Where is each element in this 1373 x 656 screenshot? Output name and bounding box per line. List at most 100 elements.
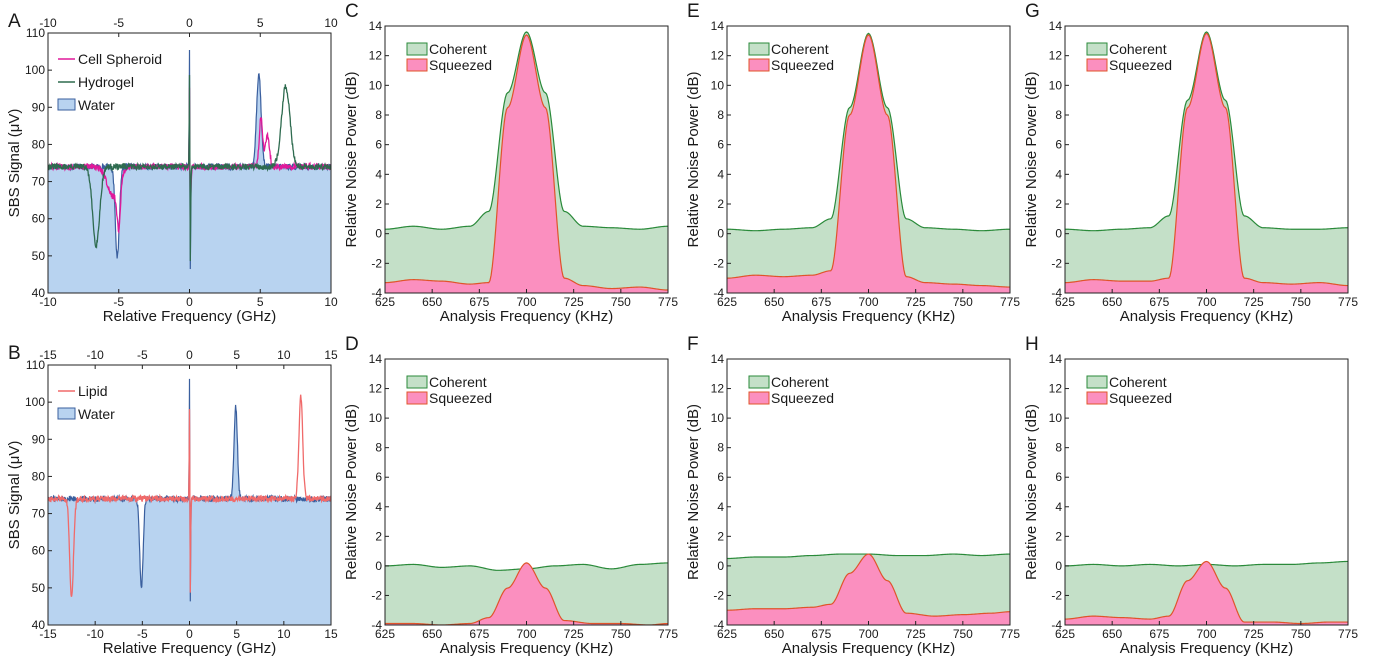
x-tick-label: 775 (1338, 295, 1358, 309)
x-tick-label: 700 (516, 295, 536, 309)
y-tick-label: 0 (717, 227, 724, 241)
y-tick-label: 6 (375, 470, 382, 484)
y-tick-label: 8 (717, 441, 724, 455)
y-tick-label: -4 (1051, 618, 1062, 632)
legend-swatch (1086, 58, 1108, 72)
y-tick-label: 0 (717, 559, 724, 573)
x-tick-label: 675 (811, 627, 831, 641)
y-tick-label: 6 (1055, 138, 1062, 152)
series-area-squeezed (385, 562, 668, 625)
top-x-tick-label: 5 (257, 16, 264, 30)
y-tick-label: -4 (1051, 286, 1062, 300)
y-tick-label: 14 (369, 352, 383, 366)
y-axis-label: Relative Noise Power (dB) (1023, 404, 1040, 580)
y-tick-label: 12 (1049, 49, 1063, 63)
y-tick-label: 0 (375, 227, 382, 241)
legend-label: Coherent (1109, 41, 1167, 57)
y-tick-label: -2 (1051, 588, 1062, 602)
legend-label: Squeezed (771, 390, 834, 406)
y-tick-label: 6 (375, 138, 382, 152)
legend-swatch (1086, 42, 1108, 56)
x-tick-label: 625 (375, 295, 395, 309)
x-tick-label: 625 (1055, 627, 1075, 641)
x-tick-label: -5 (137, 627, 148, 641)
x-axis-label: Analysis Frequency (KHz) (1120, 640, 1293, 656)
y-tick-label: 50 (32, 581, 46, 595)
top-x-tick-label: 15 (324, 348, 338, 362)
legend-label: Cell Spheroid (78, 51, 162, 67)
top-x-tick-label: -10 (86, 348, 104, 362)
series-area-squeezed (1065, 561, 1348, 625)
plot-area (727, 553, 1010, 625)
x-tick-label: 650 (1102, 627, 1122, 641)
y-tick-label: 80 (32, 137, 46, 151)
x-tick-label: 725 (906, 627, 926, 641)
panel-F: 625 650 675 700 725 750 775 -4 -2 0 2 4 6 8 10 12 14 Anal… (685, 334, 1020, 656)
panel-H: 625 650 675 700 725 750 775 -4 -2 0 2 4 6 8 10 12 14 Anal… (1023, 334, 1358, 656)
y-tick-label: 4 (1055, 167, 1062, 181)
panel-label: C (345, 1, 359, 22)
x-tick-label: 625 (717, 295, 737, 309)
legend-label: Coherent (429, 41, 487, 57)
x-tick-label: -15 (39, 627, 57, 641)
x-tick-label: 0 (186, 295, 193, 309)
plot-area (1065, 31, 1348, 293)
y-tick-label: 12 (369, 382, 383, 396)
top-x-tick-label: -5 (137, 348, 148, 362)
series-line-lipid (48, 394, 331, 597)
x-axis-label: Analysis Frequency (KHz) (440, 640, 613, 656)
x-tick-label: 10 (324, 295, 338, 309)
x-tick-label: 650 (422, 627, 442, 641)
legend-label: Coherent (771, 41, 829, 57)
y-tick-label: 4 (375, 500, 382, 514)
y-tick-label: 70 (32, 175, 46, 189)
x-tick-label: 10 (277, 627, 291, 641)
legend-label: Squeezed (429, 390, 492, 406)
x-tick-label: 675 (811, 295, 831, 309)
x-tick-label: 750 (953, 627, 973, 641)
panel-label: H (1025, 334, 1039, 355)
y-tick-label: 10 (369, 411, 383, 425)
x-tick-label: 0 (186, 627, 193, 641)
legend-swatch (57, 98, 76, 111)
y-tick-label: 60 (32, 212, 46, 226)
y-axis-label: Relative Noise Power (dB) (1023, 72, 1040, 248)
x-tick-label: 700 (1196, 295, 1216, 309)
x-tick-label: 650 (422, 295, 442, 309)
y-tick-label: 2 (717, 529, 724, 543)
x-tick-label: -5 (113, 295, 124, 309)
y-tick-label: 8 (1055, 108, 1062, 122)
y-tick-label: 14 (369, 19, 383, 33)
y-tick-label: -2 (1051, 256, 1062, 270)
x-axis-label: Analysis Frequency (KHz) (782, 308, 955, 325)
x-tick-label: 725 (1244, 627, 1264, 641)
panel-D: 625 650 675 700 725 750 775 -4 -2 0 2 4 6 8 10 12 14 Anal… (343, 334, 678, 656)
x-tick-label: 675 (469, 295, 489, 309)
panel-label: A (8, 11, 21, 32)
y-tick-label: 12 (711, 382, 725, 396)
legend-label: Lipid (78, 383, 108, 399)
series-area-squeezed (385, 34, 668, 293)
y-tick-label: 0 (1055, 227, 1062, 241)
top-x-tick-label: -5 (113, 16, 124, 30)
legend-swatch (406, 58, 428, 72)
legend: Cell Spheroid Hydrogel Water (57, 51, 162, 113)
legend-swatch (1086, 375, 1108, 389)
x-tick-label: 750 (1291, 627, 1311, 641)
y-tick-label: -2 (371, 256, 382, 270)
x-tick-label: 700 (1196, 627, 1216, 641)
series-line-coherent (385, 31, 668, 230)
y-tick-label: 2 (717, 197, 724, 211)
x-tick-label: 750 (953, 295, 973, 309)
legend: Lipid Water (57, 383, 115, 422)
x-tick-label: 700 (858, 627, 878, 641)
y-tick-label: 100 (25, 63, 45, 77)
series-area-squeezed (727, 554, 1010, 625)
legend-label: Squeezed (1109, 57, 1172, 73)
y-tick-label: 70 (32, 507, 46, 521)
y-tick-label: 10 (1049, 78, 1063, 92)
panel-label: G (1025, 1, 1040, 22)
x-tick-label: 725 (1244, 295, 1264, 309)
